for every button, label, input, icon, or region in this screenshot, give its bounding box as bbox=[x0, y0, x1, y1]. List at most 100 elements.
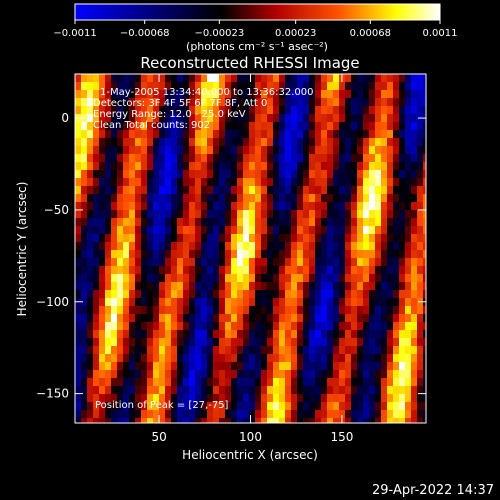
heatmap-cell bbox=[237, 234, 244, 243]
heatmap-cell bbox=[165, 122, 172, 131]
heatmap-cell bbox=[393, 122, 400, 131]
heatmap-cell bbox=[261, 394, 268, 403]
heatmap-cell bbox=[243, 154, 250, 163]
heatmap-cell bbox=[411, 338, 418, 347]
heatmap-cell bbox=[321, 122, 328, 131]
heatmap-cell bbox=[183, 410, 190, 419]
heatmap-cell bbox=[147, 82, 154, 91]
heatmap-cell bbox=[381, 210, 388, 219]
heatmap-cell bbox=[81, 218, 88, 227]
heatmap-cell bbox=[279, 314, 286, 323]
heatmap-cell bbox=[363, 162, 370, 171]
heatmap-cell bbox=[261, 82, 268, 91]
heatmap-cell bbox=[75, 146, 82, 155]
heatmap-cell bbox=[405, 346, 412, 355]
heatmap-cell bbox=[165, 114, 172, 123]
heatmap-cell bbox=[129, 346, 136, 355]
heatmap-cell bbox=[117, 298, 124, 307]
heatmap-cell bbox=[219, 154, 226, 163]
heatmap-cell bbox=[141, 274, 148, 283]
heatmap-cell bbox=[177, 258, 184, 267]
heatmap-cell bbox=[315, 346, 322, 355]
heatmap-cell bbox=[249, 346, 256, 355]
heatmap-cell bbox=[159, 370, 166, 379]
heatmap-cell bbox=[363, 154, 370, 163]
heatmap-cell bbox=[195, 322, 202, 331]
heatmap-cell bbox=[105, 298, 112, 307]
heatmap-cell bbox=[369, 242, 376, 251]
heatmap-cell bbox=[381, 146, 388, 155]
heatmap-cell bbox=[309, 338, 316, 347]
heatmap-cell bbox=[369, 274, 376, 283]
heatmap-cell bbox=[171, 170, 178, 179]
heatmap-cell bbox=[117, 274, 124, 283]
heatmap-cell bbox=[255, 266, 262, 275]
heatmap-cell bbox=[405, 394, 412, 403]
heatmap-cell bbox=[195, 202, 202, 211]
heatmap-cell bbox=[303, 170, 310, 179]
heatmap-cell bbox=[231, 242, 238, 251]
heatmap-cell bbox=[237, 186, 244, 195]
heatmap-cell bbox=[117, 418, 124, 423]
heatmap-cell bbox=[147, 266, 154, 275]
heatmap-cell bbox=[147, 130, 154, 139]
heatmap-cell bbox=[75, 338, 82, 347]
heatmap-cell bbox=[171, 322, 178, 331]
heatmap-cell bbox=[273, 314, 280, 323]
heatmap-cell bbox=[75, 74, 82, 83]
heatmap-cell bbox=[309, 106, 316, 115]
heatmap-cell bbox=[123, 90, 130, 99]
heatmap-cell bbox=[219, 378, 226, 387]
heatmap-cell bbox=[357, 258, 364, 267]
heatmap-cell bbox=[237, 418, 244, 423]
heatmap-cell bbox=[405, 178, 412, 187]
heatmap-cell bbox=[255, 210, 262, 219]
heatmap-cell bbox=[207, 178, 214, 187]
heatmap-cell bbox=[267, 74, 274, 83]
heatmap-cell bbox=[159, 146, 166, 155]
heatmap-cell bbox=[345, 290, 352, 299]
heatmap-cell bbox=[135, 218, 142, 227]
heatmap-cell bbox=[117, 410, 124, 419]
heatmap-cell bbox=[75, 418, 82, 423]
heatmap-cell bbox=[369, 386, 376, 395]
heatmap-cell bbox=[297, 330, 304, 339]
heatmap-cell bbox=[381, 386, 388, 395]
heatmap-cell bbox=[81, 234, 88, 243]
heatmap-cell bbox=[297, 298, 304, 307]
heatmap-cell bbox=[225, 298, 232, 307]
heatmap-cell bbox=[165, 378, 172, 387]
heatmap-cell bbox=[87, 210, 94, 219]
heatmap-cell bbox=[165, 258, 172, 267]
heatmap-cell bbox=[237, 314, 244, 323]
heatmap-cell bbox=[291, 354, 298, 363]
heatmap-cell bbox=[261, 410, 268, 419]
heatmap-cell bbox=[177, 202, 184, 211]
heatmap-cell bbox=[363, 346, 370, 355]
heatmap-cell bbox=[81, 114, 88, 123]
heatmap-cell bbox=[279, 386, 286, 395]
heatmap-cell bbox=[357, 346, 364, 355]
heatmap-cell bbox=[141, 266, 148, 275]
heatmap-cell bbox=[399, 282, 406, 291]
heatmap-cell bbox=[345, 298, 352, 307]
heatmap-cell bbox=[201, 306, 208, 315]
heatmap-cell bbox=[129, 362, 136, 371]
heatmap-cell bbox=[183, 346, 190, 355]
heatmap-cell bbox=[309, 194, 316, 203]
heatmap-cell bbox=[381, 410, 388, 419]
heatmap-cell bbox=[183, 154, 190, 163]
heatmap-cell bbox=[363, 210, 370, 219]
heatmap-cell bbox=[237, 394, 244, 403]
heatmap-cell bbox=[75, 194, 82, 203]
heatmap-cell bbox=[93, 202, 100, 211]
heatmap-cell bbox=[189, 210, 196, 219]
heatmap-cell bbox=[411, 178, 418, 187]
heatmap-cell bbox=[309, 138, 316, 147]
heatmap-cell bbox=[177, 330, 184, 339]
heatmap-cell bbox=[399, 274, 406, 283]
heatmap-cell bbox=[195, 194, 202, 203]
heatmap-cell bbox=[201, 370, 208, 379]
heatmap-cell bbox=[375, 418, 382, 423]
heatmap-cell bbox=[267, 354, 274, 363]
